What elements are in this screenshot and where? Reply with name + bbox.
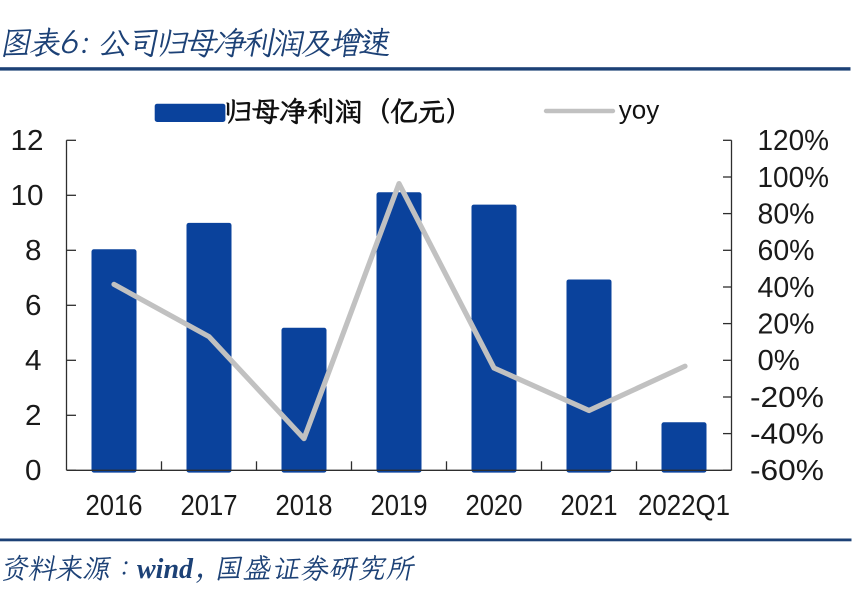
svg-text:yoy: yoy — [619, 95, 659, 125]
svg-text:-20%: -20% — [750, 382, 824, 414]
svg-text:80%: 80% — [758, 198, 815, 230]
svg-text:6: 6 — [25, 290, 42, 322]
svg-text:12: 12 — [11, 125, 44, 157]
svg-text:40%: 40% — [758, 272, 815, 304]
svg-text:2: 2 — [25, 400, 42, 432]
svg-text:2020: 2020 — [466, 490, 523, 522]
svg-text:4: 4 — [25, 345, 42, 377]
svg-text:2019: 2019 — [371, 490, 428, 522]
svg-text:60%: 60% — [758, 235, 815, 267]
svg-text:20%: 20% — [758, 308, 815, 340]
svg-text:-40%: -40% — [750, 418, 824, 450]
svg-text:8: 8 — [25, 235, 42, 267]
svg-text:0: 0 — [25, 455, 42, 487]
svg-text:2017: 2017 — [181, 490, 238, 522]
svg-text:wind: wind — [137, 553, 193, 585]
svg-text:-60%: -60% — [750, 455, 824, 487]
svg-text:2018: 2018 — [276, 490, 333, 522]
svg-text:100%: 100% — [758, 162, 830, 194]
svg-text:2022Q1: 2022Q1 — [638, 490, 730, 522]
svg-text:10: 10 — [11, 180, 44, 212]
svg-text:2021: 2021 — [561, 490, 618, 522]
svg-text:120%: 120% — [758, 125, 830, 157]
svg-text:0%: 0% — [758, 345, 800, 377]
svg-text:2016: 2016 — [86, 490, 143, 522]
